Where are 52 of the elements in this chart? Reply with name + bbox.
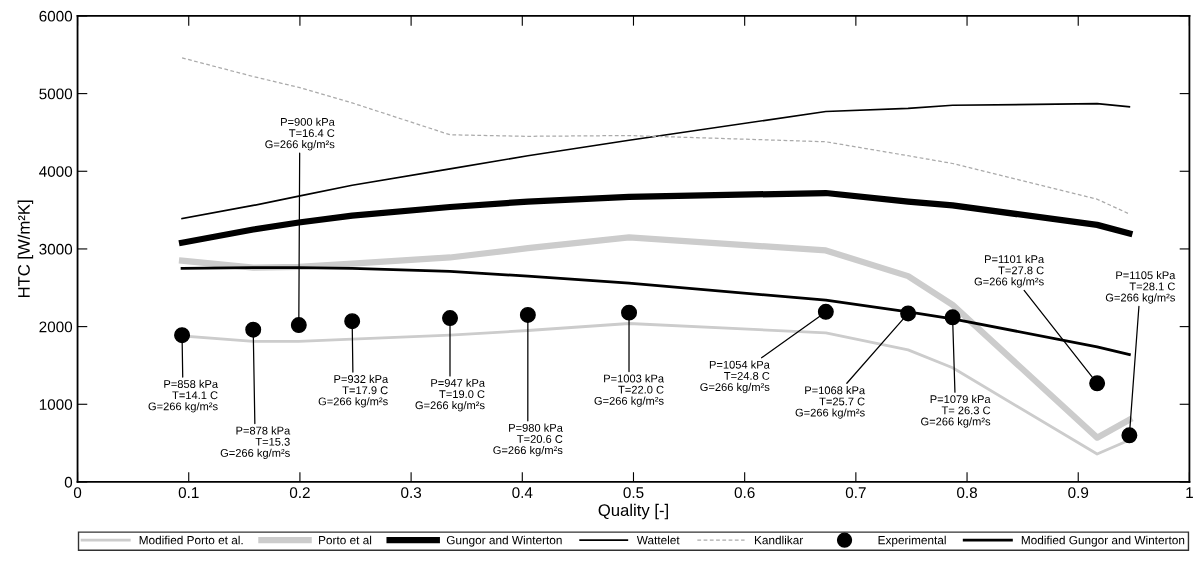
legend-label: Kandlikar bbox=[754, 535, 804, 545]
point bbox=[174, 327, 191, 344]
y-tick-label: 1000 bbox=[39, 399, 73, 410]
annotation: P=858 kPa T=14.1 C G=266 kg/m²s bbox=[148, 379, 219, 413]
point bbox=[944, 309, 961, 326]
y-tick-label: 5000 bbox=[39, 88, 73, 100]
annotation: P=1068 kPa T=25.7 C G=266 kg/m²s bbox=[795, 386, 866, 419]
y-tick-label: 0 bbox=[64, 476, 73, 488]
x-tick-label: 0.5 bbox=[623, 487, 644, 499]
y-tick-label: 4000 bbox=[39, 166, 73, 177]
point bbox=[519, 306, 536, 323]
annotation: P=900 kPa T=16.4 C G=266 kg/m²s bbox=[265, 117, 335, 151]
y-axis-title: HTC [W/m²K] bbox=[17, 200, 34, 298]
legend-label: Modified Porto et al. bbox=[139, 535, 243, 545]
x-axis-title: Quality [-] bbox=[598, 503, 668, 520]
point bbox=[900, 305, 917, 322]
x-tick-label: 1 bbox=[1186, 487, 1193, 498]
x-tick-label: 0.6 bbox=[734, 487, 755, 499]
legend-label: Gungor and Winterton bbox=[446, 535, 562, 547]
x-tick-label: 0.3 bbox=[401, 487, 422, 499]
point bbox=[817, 303, 834, 320]
annotation: P=947 kPa T=19.0 C G=266 kg/m²s bbox=[415, 378, 486, 412]
y-tick-label: 2000 bbox=[39, 321, 73, 333]
annotation: P=1101 kPa T=27.8 C G=266 kg/m²s bbox=[974, 254, 1045, 288]
x-tick-label: 0.9 bbox=[1068, 487, 1089, 499]
annotation: P=1079 kPa T= 26.3 C G=266 kg/m²s bbox=[921, 394, 991, 428]
y-tick-label: 6000 bbox=[39, 10, 73, 22]
annotation: P=1003 kPa T=22.0 C G=266 kg/m²s bbox=[594, 374, 665, 407]
x-tick-label: 0.2 bbox=[289, 487, 310, 499]
annotation: P=980 kPa T=20.6 C G=266 kg/m²s bbox=[493, 423, 563, 457]
x-tick-label: 0.8 bbox=[957, 487, 977, 499]
annotation: P=932 kPa T=17.9 C G=266 kg/m²s bbox=[318, 374, 389, 408]
point bbox=[344, 313, 361, 330]
annotation: P=1054 kPa T=24.8 C G=266 kg/m²s bbox=[700, 360, 770, 394]
point bbox=[442, 310, 459, 327]
legend-label: Porto et al bbox=[319, 535, 372, 545]
x-tick-label: 0.7 bbox=[845, 487, 866, 499]
legend-label: Modified Gungor and Winterton bbox=[1021, 535, 1185, 547]
point bbox=[1121, 427, 1138, 444]
point bbox=[290, 317, 307, 334]
annotation: P=878 kPa T=15.3 G=266 kg/m²s bbox=[220, 426, 291, 460]
y-tick-label: 3000 bbox=[39, 243, 73, 255]
legend-label: Wattelet bbox=[636, 535, 680, 545]
x-tick-label: 0.1 bbox=[178, 487, 199, 499]
legend-label: Experimental bbox=[878, 535, 946, 547]
line-series bbox=[181, 57, 1131, 215]
x-tick-label: 0 bbox=[73, 487, 82, 499]
point bbox=[621, 304, 638, 321]
point bbox=[1089, 375, 1106, 392]
annotation: P=1105 kPa T=28.1 C G=266 kg/m²s bbox=[1105, 271, 1176, 304]
x-tick-label: 0.4 bbox=[512, 487, 533, 499]
point bbox=[245, 321, 262, 338]
